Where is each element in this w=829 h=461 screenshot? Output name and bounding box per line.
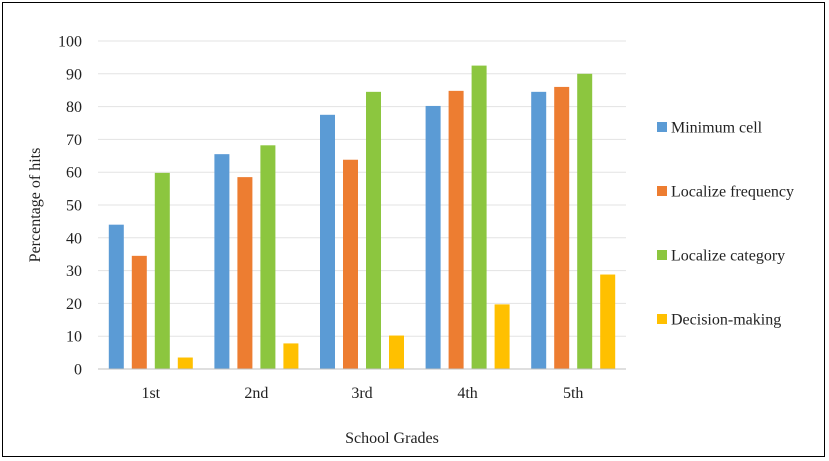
y-tick-label: 20 [66,296,82,313]
bar-minimum-cell-2nd [214,154,230,369]
legend-label: Decision-making [671,312,781,329]
bar-decision-making-3rd [389,335,404,369]
x-tick-label: 3rd [351,385,372,402]
y-tick-label: 100 [58,34,82,51]
bar-localize-frequency-4th [448,90,464,369]
legend-swatch [657,250,667,260]
bars [108,65,616,370]
y-tick-label: 90 [66,66,82,83]
legend-label: Minimum cell [671,120,763,137]
legend-swatch [657,122,667,132]
bar-decision-making-5th [600,274,616,369]
y-tick-label: 70 [66,132,82,149]
bar-localize-category-3rd [366,91,381,369]
bar-localize-category-1st [154,172,170,369]
legend: Minimum cell Localize frequency Localize c… [657,120,794,329]
y-tick-label: 80 [66,99,82,116]
x-axis-title: School Grades [345,430,439,447]
y-tick-labels: 0 10 20 30 40 50 60 70 80 90 100 [58,34,82,379]
legend-label: Localize frequency [671,184,794,201]
legend-swatch [657,186,667,196]
bar-minimum-cell-1st [108,224,124,369]
bar-localize-category-4th [471,65,487,369]
y-tick-label: 40 [66,230,82,247]
legend-label: Localize category [671,248,785,265]
bar-decision-making-4th [494,304,510,369]
legend-swatch [657,314,667,324]
y-tick-label: 50 [66,198,82,215]
bar-decision-making-1st [177,357,193,369]
y-tick-label: 10 [66,329,82,346]
gridlines [98,40,626,337]
bar-localize-frequency-2nd [237,177,253,369]
x-tick-label: 4th [457,385,477,402]
bar-minimum-cell-4th [425,105,441,369]
chart-frame [2,2,825,457]
bar-localize-frequency-5th [554,86,570,370]
y-tick-label: 0 [74,362,82,379]
x-tick-label: 5th [563,385,583,402]
bar-minimum-cell-5th [531,91,547,369]
x-tick-label: 2nd [244,385,268,402]
y-axis-title: Percentage of hits [27,148,44,263]
bar-localize-category-5th [577,73,593,370]
bar-localize-frequency-3rd [343,159,358,369]
bar-localize-frequency-1st [131,255,147,369]
y-tick-label: 30 [66,263,82,280]
bar-decision-making-2nd [283,343,299,369]
y-tick-label: 60 [66,165,82,182]
x-tick-label: 1st [141,385,160,402]
bar-minimum-cell-3rd [320,114,335,369]
x-tick-labels: 1st 2nd 3rd 4th 5th [141,385,583,402]
bar-localize-category-2nd [260,145,276,369]
